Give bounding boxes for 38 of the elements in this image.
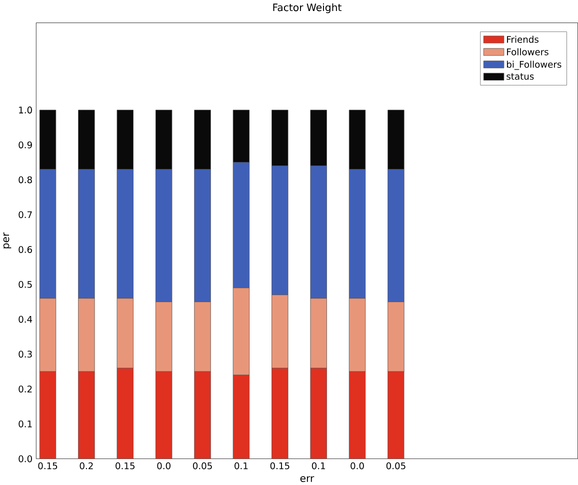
- x-tick-label: 0.0: [157, 462, 170, 470]
- y-tick-label: 0.0: [18, 455, 32, 462]
- x-tick-label: 0.15: [116, 462, 134, 470]
- legend-label: bi_Followers: [506, 60, 562, 70]
- x-tick-label: 0.2: [80, 462, 93, 470]
- bar: [348, 371, 366, 459]
- bar: [388, 371, 404, 459]
- x-tick-label: 0.0: [350, 462, 364, 470]
- chart-title: Factor Weight: [273, 3, 342, 13]
- legend-label: status: [506, 73, 534, 80]
- bar: [156, 371, 172, 459]
- legend-label: Followers: [507, 48, 548, 56]
- x-tick-label: 0.15: [270, 462, 290, 470]
- y-tick-label: 0.9: [18, 141, 32, 148]
- bar: [78, 371, 95, 459]
- y-tick-label: 0.3: [18, 350, 32, 358]
- x-tick-label: 0.1: [234, 462, 248, 470]
- x-tick-label: 0.05: [192, 462, 212, 470]
- y-tick-label: 0.7: [18, 211, 32, 218]
- y-tick-label: 0.8: [18, 176, 32, 184]
- bar: [39, 371, 56, 459]
- legend-label: Friends: [507, 36, 538, 43]
- y-axis-title: per: [3, 232, 12, 248]
- bar: [116, 368, 134, 459]
- x-tick-label: 0.1: [312, 462, 325, 470]
- y-tick-label: 1.0: [19, 106, 32, 114]
- bar: [232, 374, 250, 459]
- y-tick-label: 0.5: [18, 280, 32, 288]
- x-axis-title: err: [300, 476, 314, 482]
- x-tick-label: 0.05: [386, 462, 406, 470]
- bar: [310, 368, 327, 459]
- y-tick-label: 0.4: [18, 316, 32, 323]
- y-tick-label: 0.2: [18, 385, 32, 392]
- bar: [194, 371, 211, 459]
- x-tick-label: 0.15: [38, 462, 58, 470]
- y-tick-label: 0.1: [18, 420, 32, 428]
- y-tick-label: 0.6: [18, 246, 32, 253]
- bar: [272, 368, 288, 459]
